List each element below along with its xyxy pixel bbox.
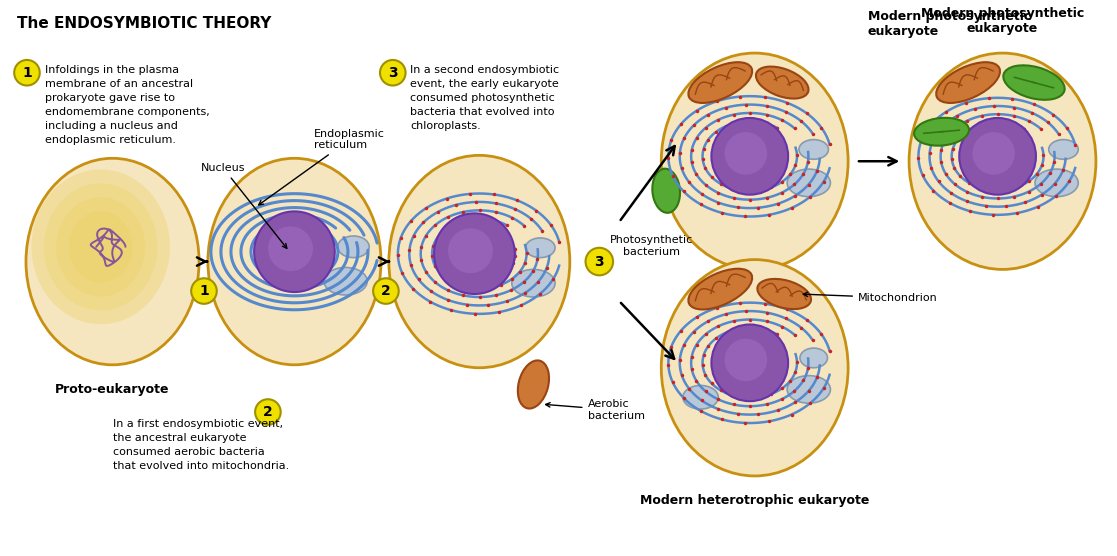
- Ellipse shape: [787, 376, 830, 403]
- Ellipse shape: [800, 348, 828, 368]
- Ellipse shape: [1003, 65, 1065, 100]
- Ellipse shape: [725, 339, 767, 381]
- Ellipse shape: [26, 158, 199, 365]
- Ellipse shape: [255, 211, 335, 292]
- Text: Endoplasmic
reticulum: Endoplasmic reticulum: [259, 129, 385, 205]
- Ellipse shape: [688, 62, 752, 103]
- Text: Photosynthetic
bacterium: Photosynthetic bacterium: [610, 235, 693, 257]
- Circle shape: [255, 399, 280, 425]
- Circle shape: [380, 60, 405, 86]
- Ellipse shape: [69, 211, 133, 282]
- Text: Mitochondrion: Mitochondrion: [803, 292, 937, 303]
- Ellipse shape: [756, 67, 809, 98]
- Circle shape: [191, 278, 217, 304]
- Ellipse shape: [31, 170, 170, 324]
- Text: 1: 1: [199, 284, 209, 298]
- Text: 1: 1: [22, 66, 32, 80]
- Ellipse shape: [518, 360, 550, 409]
- Text: Modern photosynthetic
eukaryote: Modern photosynthetic eukaryote: [868, 11, 1031, 38]
- Text: 3: 3: [388, 66, 398, 80]
- Ellipse shape: [936, 62, 1000, 103]
- Ellipse shape: [337, 236, 370, 257]
- Ellipse shape: [725, 132, 767, 175]
- Ellipse shape: [208, 158, 381, 365]
- Circle shape: [15, 60, 40, 86]
- Ellipse shape: [268, 226, 313, 271]
- Ellipse shape: [973, 132, 1015, 175]
- Text: Modern heterotrophic eukaryote: Modern heterotrophic eukaryote: [640, 494, 869, 507]
- Text: 2: 2: [262, 405, 273, 419]
- Ellipse shape: [1049, 140, 1078, 159]
- Ellipse shape: [712, 325, 789, 401]
- Circle shape: [585, 248, 613, 275]
- Ellipse shape: [448, 229, 493, 273]
- Ellipse shape: [661, 260, 848, 476]
- Ellipse shape: [757, 279, 811, 309]
- Ellipse shape: [652, 168, 680, 213]
- Ellipse shape: [909, 53, 1096, 270]
- Ellipse shape: [960, 118, 1035, 195]
- Text: The ENDOSYMBIOTIC THEORY: The ENDOSYMBIOTIC THEORY: [17, 16, 271, 31]
- Text: 3: 3: [594, 255, 604, 269]
- Ellipse shape: [389, 155, 570, 368]
- Text: In a first endosymbiotic event,
the ancestral eukaryote
consumed aerobic bacteri: In a first endosymbiotic event, the ance…: [113, 419, 289, 471]
- Text: Proto-eukaryote: Proto-eukaryote: [55, 383, 170, 395]
- Text: 2: 2: [381, 284, 391, 298]
- Text: Modern photosynthetic
eukaryote: Modern photosynthetic eukaryote: [920, 7, 1085, 36]
- Ellipse shape: [688, 269, 752, 310]
- Text: Infoldings in the plasma
membrane of an ancestral
prokaryote gave rise to
endome: Infoldings in the plasma membrane of an …: [45, 65, 209, 145]
- Ellipse shape: [682, 385, 718, 409]
- Ellipse shape: [44, 183, 157, 310]
- Ellipse shape: [661, 53, 848, 270]
- Ellipse shape: [1035, 169, 1078, 197]
- Ellipse shape: [435, 214, 515, 294]
- Ellipse shape: [712, 118, 789, 195]
- Ellipse shape: [324, 267, 367, 295]
- Text: Nucleus: Nucleus: [201, 163, 287, 249]
- Ellipse shape: [56, 197, 145, 296]
- Ellipse shape: [914, 118, 970, 146]
- Ellipse shape: [526, 238, 555, 257]
- Ellipse shape: [799, 140, 829, 159]
- Text: In a second endosymbiotic
event, the early eukaryote
consumed photosynthetic
bac: In a second endosymbiotic event, the ear…: [410, 65, 560, 131]
- Ellipse shape: [787, 169, 830, 197]
- Text: Aerobic
bacterium: Aerobic bacterium: [545, 399, 645, 421]
- Ellipse shape: [512, 270, 555, 297]
- Circle shape: [373, 278, 399, 304]
